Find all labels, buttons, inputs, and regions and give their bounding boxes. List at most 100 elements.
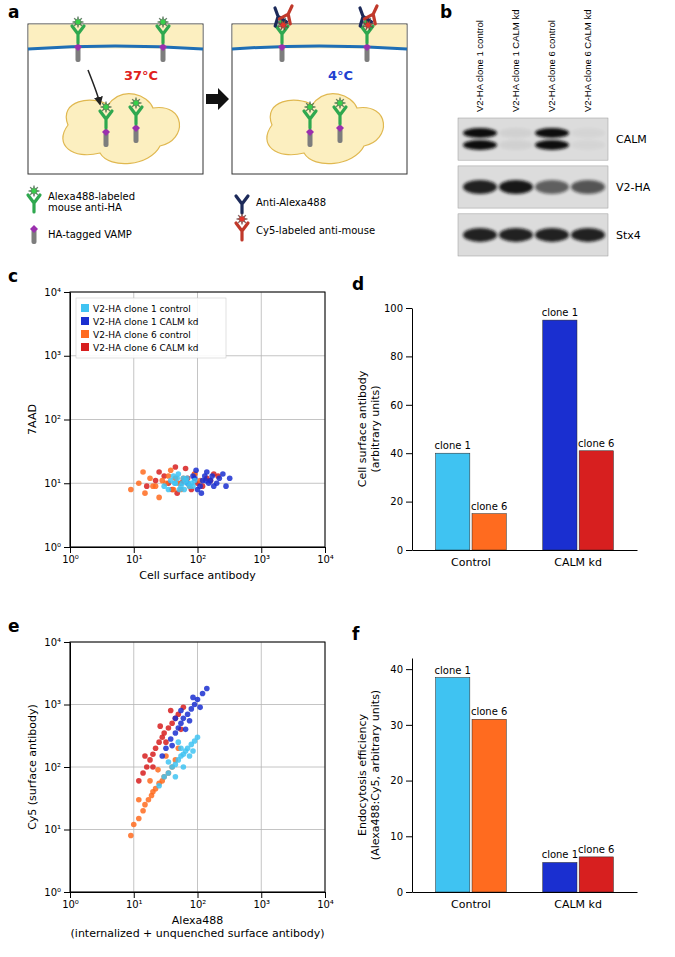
grid xyxy=(70,292,325,547)
fluorophore xyxy=(158,17,169,28)
x-axis-tick: 10² xyxy=(190,892,207,910)
legend-swatch xyxy=(81,304,89,312)
point xyxy=(199,490,205,496)
point xyxy=(184,475,190,481)
point xyxy=(147,475,153,481)
band xyxy=(535,140,569,150)
point xyxy=(144,764,150,770)
x-axis-tick: Control xyxy=(451,898,491,911)
lane-label: V2-HA clone 6 CALM kd xyxy=(582,10,593,112)
point xyxy=(140,808,146,814)
y-axis-title-line: Endocytosis efficiency xyxy=(356,713,369,836)
temperature: 4°C xyxy=(328,68,353,83)
point xyxy=(183,727,189,733)
point xyxy=(169,743,175,749)
y-axis-tick-mark xyxy=(406,356,412,357)
point xyxy=(161,730,167,736)
point xyxy=(227,475,233,481)
point xyxy=(166,770,172,776)
cell-box: 37°C xyxy=(28,17,203,175)
point xyxy=(192,702,198,708)
y-axis-tick-mark xyxy=(406,502,412,503)
y-axis-tick: 10⁴ xyxy=(44,287,70,298)
ha-tag xyxy=(30,225,38,233)
point xyxy=(178,708,184,714)
point xyxy=(153,745,159,751)
bar xyxy=(543,320,577,550)
y-axis-tick: 10² xyxy=(44,762,70,773)
lane-label-line: V2-HA clone 1 control xyxy=(474,20,485,112)
lane-label: V2-HA clone 6 control xyxy=(546,20,557,112)
band xyxy=(499,180,533,194)
x-axis: Control CALM kd xyxy=(413,893,638,911)
bar-annotations: clone 1clone 1clone 6clone 6 xyxy=(435,665,615,861)
point xyxy=(172,480,178,486)
point xyxy=(169,721,175,727)
x-axis-tick-label: 10² xyxy=(190,899,207,910)
legend-label: V2-HA clone 1 CALM kd xyxy=(93,317,199,327)
band xyxy=(499,140,533,150)
y-axis-tick-mark xyxy=(406,892,412,893)
panel-f: clone 1clone 1clone 6clone 6010203040Con… xyxy=(356,659,638,911)
point xyxy=(181,487,187,493)
y-axis-tick-mark xyxy=(406,453,412,454)
point xyxy=(178,745,184,751)
band xyxy=(463,180,497,194)
points xyxy=(128,686,210,839)
point xyxy=(209,473,215,479)
x-axis-tick-mark xyxy=(261,892,262,898)
legend-label: V2-HA clone 1 control xyxy=(93,304,191,314)
point xyxy=(195,734,201,740)
points xyxy=(128,464,232,500)
y-axis-tick: 10³ xyxy=(44,350,70,361)
y-axis-title: 7AAD xyxy=(26,404,39,435)
y-axis-title-line: Cell surface antibody xyxy=(356,370,369,487)
y-axis-tick: 80 xyxy=(390,351,412,362)
y-axis: 10⁰10¹10²10³10⁴ xyxy=(44,637,70,898)
y-axis-line xyxy=(412,309,413,551)
fluorophore xyxy=(276,18,291,33)
y-axis-tick-label: 10³ xyxy=(44,699,61,710)
point xyxy=(176,739,182,745)
y-axis-title-line: 7AAD xyxy=(26,404,39,435)
y-axis-line xyxy=(70,293,71,548)
y-axis-tick-mark xyxy=(406,550,412,551)
y-axis: 020406080100 xyxy=(384,303,413,556)
point xyxy=(168,467,174,473)
y-axis-tick-mark xyxy=(406,781,412,782)
panel-b: V2-HA clone 1 controlV2-HA clone 1 CALM … xyxy=(458,10,651,256)
x-axis-tick-label: 10⁰ xyxy=(62,554,79,565)
step-arrow xyxy=(206,88,229,110)
point xyxy=(142,802,148,808)
y-axis-tick-mark xyxy=(406,308,412,309)
point xyxy=(187,753,193,759)
point xyxy=(166,770,172,776)
antibody xyxy=(100,102,112,129)
point xyxy=(166,725,172,731)
antibody xyxy=(236,196,248,213)
x-axis-tick-label: 10¹ xyxy=(126,554,143,565)
antibody xyxy=(334,98,346,125)
x-axis-tick-label: CALM kd xyxy=(554,898,602,911)
y-axis-tick-mark xyxy=(64,483,70,484)
key-label: Cy5-labeled anti-mouse xyxy=(256,225,375,236)
y-axis-title-line: (Alexa488:Cy5, arbitrary units) xyxy=(369,690,382,860)
row-label: V2-HA xyxy=(616,181,651,194)
x-axis-tick: 10¹ xyxy=(126,547,143,565)
x-axis-line xyxy=(413,550,638,551)
y-axis-tick: 60 xyxy=(390,400,412,411)
bar-annotation: clone 1 xyxy=(435,440,471,451)
panel-label: f xyxy=(352,624,360,644)
y-axis-line xyxy=(412,659,413,893)
x-axis-tick-mark xyxy=(325,547,326,553)
plot-frame xyxy=(70,292,325,547)
point xyxy=(150,751,156,757)
band xyxy=(463,140,497,150)
x-axis-tick-label: 10⁰ xyxy=(62,899,79,910)
point xyxy=(168,708,174,714)
x-axis-title: Alexa488(internalized + unquenched surfa… xyxy=(71,914,325,940)
point xyxy=(204,686,210,692)
x-axis-line xyxy=(413,892,638,893)
y-axis-tick-label: 10⁰ xyxy=(44,887,61,898)
key-label: HA-tagged VAMP xyxy=(48,229,132,240)
